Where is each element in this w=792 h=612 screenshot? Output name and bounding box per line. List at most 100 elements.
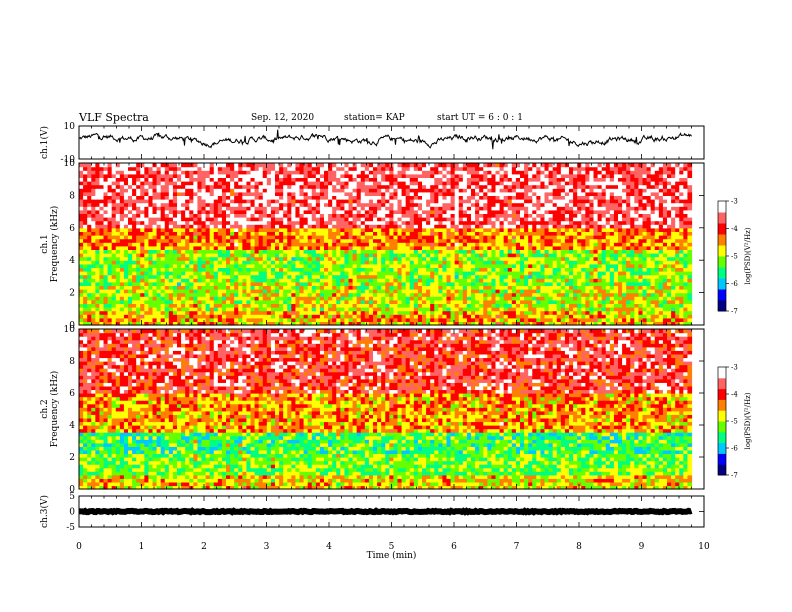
ch1-spec-cell — [377, 227, 382, 232]
ch1-spec-cell — [573, 285, 578, 290]
ch1-spec-cell — [364, 285, 370, 290]
ch1-spec-cell — [520, 231, 525, 236]
ch1-spec-cell — [172, 224, 178, 229]
ch1-spec-cell — [552, 235, 558, 240]
ch1-spec-cell — [119, 217, 125, 222]
ch1-spec-cell — [426, 307, 431, 312]
ch1-spec-cell — [515, 235, 521, 240]
ch1-spec-cell — [189, 224, 194, 229]
ch1-spec-cell — [336, 314, 341, 319]
ch1-spec-cell — [287, 271, 292, 276]
ch1-spec-cell — [254, 303, 260, 308]
ch1-spec-cell — [377, 220, 382, 225]
ch1-spec-cell — [283, 285, 288, 290]
ch1-spec-cell — [569, 220, 574, 225]
ch1-spec-cell — [532, 321, 537, 326]
ch1-spec-cell — [511, 299, 517, 304]
ch1-spec-cell — [662, 285, 668, 290]
ch1-spec-cell — [217, 271, 223, 276]
ch1-spec-cell — [238, 209, 243, 214]
ch1-spec-cell — [687, 249, 693, 254]
ch1-spec-cell — [336, 217, 341, 222]
ch1-spec-cell — [458, 220, 464, 225]
ch1-spec-cell — [417, 314, 423, 319]
ch1-spec-cell — [275, 296, 280, 301]
ch1-spec-cell — [344, 274, 350, 279]
ch1-spec-cell — [532, 278, 537, 283]
ch1-spec-cell — [324, 224, 329, 229]
ch1-spec-cell — [573, 314, 578, 319]
ch1-spec-cell — [524, 292, 529, 297]
ch1-spec-cell — [275, 317, 280, 322]
ch1-spec-cell — [307, 271, 313, 276]
ch1-spec-cell — [638, 253, 644, 258]
ch1-spec-cell — [275, 314, 280, 319]
ch1-spec-cell — [426, 245, 431, 250]
ch1-spec-cell — [397, 281, 403, 286]
ch1-spec-cell — [238, 206, 243, 211]
ch1-spec-cell — [111, 267, 117, 272]
ch1-spec-cell — [111, 289, 117, 294]
ch1-spec-cell — [450, 299, 456, 304]
ch1-spec-cell — [275, 213, 280, 218]
ch1-spec-cell — [401, 245, 407, 250]
ch1-spec-cell — [230, 289, 235, 294]
ch1-spec-cell — [246, 292, 252, 297]
ch1-spec-cell — [266, 296, 272, 301]
ch1-spec-cell — [91, 253, 96, 258]
ch1-spec-cell — [658, 310, 664, 315]
ch1-spec-cell — [360, 285, 366, 290]
ch1-spec-cell — [618, 256, 623, 261]
ch1-spec-cell — [332, 307, 337, 312]
ch1-spec-cell — [262, 278, 268, 283]
ch1-spec-cell — [442, 296, 448, 301]
ch1-spec-cell — [160, 253, 166, 258]
ch1-spec-cell — [381, 285, 386, 290]
ch1-spec-cell — [217, 310, 223, 315]
ch1-spec-cell — [409, 314, 415, 319]
ch1-spec-cell — [397, 249, 403, 254]
ch1-spec-cell — [446, 260, 452, 265]
ch1-spec-cell — [226, 267, 231, 272]
ch1-spec-cell — [368, 278, 374, 283]
ch1-spec-cell — [373, 235, 378, 240]
ch1-spec-cell — [315, 217, 321, 222]
ch1-spec-cell — [638, 317, 644, 322]
ch1-spec-cell — [213, 296, 219, 301]
ch1-spec-cell — [487, 321, 493, 326]
ch1-spec-cell — [658, 209, 664, 214]
ch1-spec-cell — [409, 307, 415, 312]
ch1-spec-cell — [266, 206, 272, 211]
ch1-spec-cell — [597, 321, 603, 326]
ch1-spec-cell — [132, 296, 137, 301]
ch1-spec-cell — [99, 281, 105, 286]
ch1-spec-cell — [560, 238, 566, 243]
ch1-spec-cell — [168, 317, 174, 322]
ch1-spec-cell — [340, 299, 346, 304]
ch1-spec-cell — [87, 310, 92, 315]
ch1-spec-cell — [646, 296, 652, 301]
ch1-spec-cell — [160, 307, 166, 312]
ch1-spec-cell — [177, 242, 182, 247]
ch1-spec-cell — [119, 321, 125, 326]
ch1-spec-cell — [389, 213, 395, 218]
ch1-spec-cell — [589, 256, 595, 261]
ch1-spec-cell — [368, 299, 374, 304]
ch1-spec-cell — [613, 281, 619, 286]
ch1-spec-cell — [405, 213, 411, 218]
ch1-spec-cell — [622, 310, 627, 315]
ch1-spec-cell — [569, 317, 574, 322]
ch1-spec-cell — [217, 289, 223, 294]
ch1-spec-cell — [573, 231, 578, 236]
ch1-spec-cell — [593, 314, 599, 319]
ch1-spec-cell — [613, 224, 619, 229]
ch1-spec-cell — [593, 285, 599, 290]
ch1-spec-cell — [654, 299, 660, 304]
ch1-spec-cell — [381, 278, 386, 283]
ch1-spec-cell — [340, 209, 346, 214]
ch1-spec-cell — [471, 217, 476, 222]
ch1-spec-cell — [564, 256, 570, 261]
ch1-spec-cell — [560, 217, 566, 222]
ch1-spec-cell — [650, 263, 656, 268]
ch1-spec-cell — [262, 281, 268, 286]
